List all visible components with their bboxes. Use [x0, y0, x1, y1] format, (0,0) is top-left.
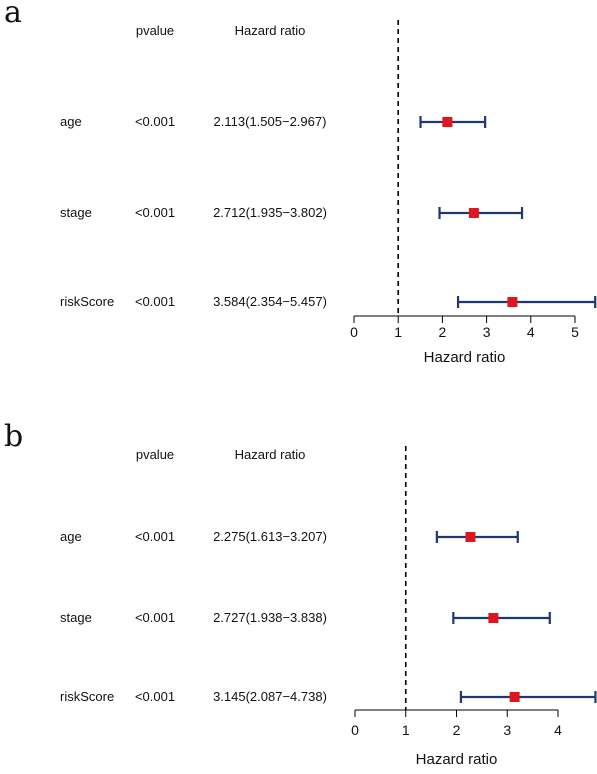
row-pvalue: <0.001	[135, 529, 175, 544]
x-tick-label: 2	[439, 324, 447, 340]
row-hazard-ratio-text: 2.727(1.938−3.838)	[213, 610, 327, 625]
hazard-ratio-point	[442, 117, 453, 127]
hazard-ratio-point	[468, 208, 479, 218]
x-tick-label: 2	[453, 722, 461, 738]
row-hazard-ratio-text: 2.113(1.505−2.967)	[214, 114, 327, 129]
x-tick-label: 1	[402, 722, 410, 738]
hazard-ratio-point	[509, 692, 520, 702]
panel-label: b	[4, 419, 23, 454]
x-tick-label: 4	[554, 722, 562, 738]
hazard-ratio-header: Hazard ratio	[235, 23, 306, 38]
row-variable-name: riskScore	[60, 689, 114, 704]
row-pvalue: <0.001	[135, 689, 175, 704]
x-axis-title: Hazard ratio	[424, 349, 506, 366]
row-hazard-ratio-text: 2.275(1.613−3.207)	[213, 529, 327, 544]
row-pvalue: <0.001	[135, 294, 175, 309]
row-hazard-ratio-text: 3.584(2.354−5.457)	[213, 294, 327, 309]
pvalue-header: pvalue	[136, 23, 174, 38]
row-variable-name: riskScore	[60, 294, 114, 309]
row-pvalue: <0.001	[135, 610, 175, 625]
x-tick-label: 3	[483, 324, 491, 340]
x-tick-label: 3	[503, 722, 511, 738]
hazard-ratio-point	[465, 532, 476, 542]
x-tick-label: 1	[394, 324, 402, 340]
row-hazard-ratio-text: 2.712(1.935−3.802)	[213, 205, 327, 220]
row-variable-name: stage	[60, 205, 92, 220]
row-variable-name: stage	[60, 610, 92, 625]
pvalue-header: pvalue	[136, 447, 174, 462]
x-axis-title: Hazard ratio	[416, 751, 498, 768]
row-pvalue: <0.001	[135, 205, 175, 220]
row-variable-name: age	[60, 114, 82, 129]
row-variable-name: age	[60, 529, 82, 544]
hazard-ratio-header: Hazard ratio	[235, 447, 306, 462]
hazard-ratio-point	[507, 297, 518, 307]
panel-label: a	[4, 0, 22, 30]
x-tick-label: 0	[351, 722, 359, 738]
row-hazard-ratio-text: 3.145(2.087−4.738)	[213, 689, 327, 704]
x-tick-label: 0	[350, 324, 358, 340]
row-pvalue: <0.001	[135, 114, 175, 129]
x-tick-label: 4	[527, 324, 535, 340]
hazard-ratio-point	[488, 613, 499, 623]
x-tick-label: 5	[571, 324, 579, 340]
